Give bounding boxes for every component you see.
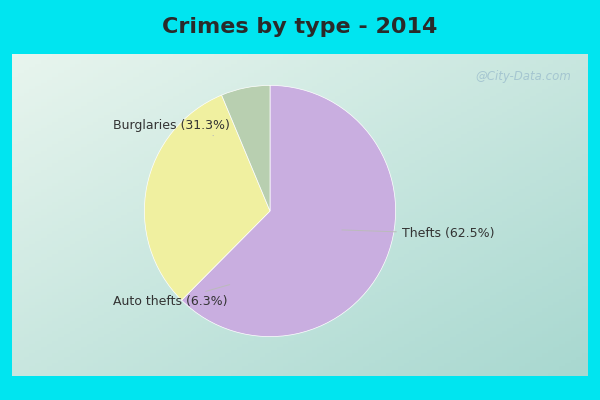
Text: Crimes by type - 2014: Crimes by type - 2014 bbox=[163, 17, 437, 37]
Wedge shape bbox=[182, 86, 395, 336]
Text: @City-Data.com: @City-Data.com bbox=[475, 70, 571, 83]
Wedge shape bbox=[221, 86, 270, 211]
Wedge shape bbox=[145, 95, 270, 300]
Text: Burglaries (31.3%): Burglaries (31.3%) bbox=[113, 119, 230, 136]
Text: Thefts (62.5%): Thefts (62.5%) bbox=[342, 227, 494, 240]
Text: Auto thefts (6.3%): Auto thefts (6.3%) bbox=[113, 285, 230, 308]
